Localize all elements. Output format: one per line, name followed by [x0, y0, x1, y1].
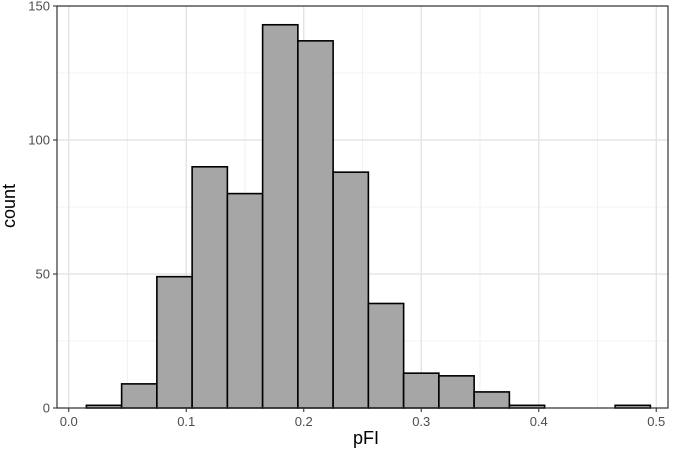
bars: [85, 23, 652, 409]
histogram-bar: [120, 383, 158, 409]
y-tick-label: 0: [43, 401, 50, 416]
x-tick-label: 0.0: [60, 414, 78, 429]
y-axis-title: count: [0, 184, 19, 228]
x-axis-title: pFI: [353, 428, 379, 448]
y-tick-label: 150: [28, 0, 50, 14]
histogram-bar: [402, 372, 440, 409]
histogram-bar: [332, 171, 370, 409]
histogram-bar: [438, 375, 475, 409]
x-tick-label: 0.3: [412, 414, 430, 429]
histogram-bar: [367, 302, 405, 409]
y-axis: 0 50 100 150: [28, 0, 57, 416]
histogram-bar: [473, 391, 511, 409]
x-tick-label: 0.2: [295, 414, 313, 429]
y-tick-label: 50: [36, 267, 50, 282]
histogram-bar: [156, 275, 193, 409]
histogram-bar: [261, 23, 299, 409]
x-tick-label: 0.4: [530, 414, 548, 429]
x-tick-label: 0.5: [647, 414, 665, 429]
histogram-bar: [297, 40, 334, 409]
histogram-bar: [226, 192, 264, 409]
panel-border: [56, 5, 669, 409]
y-tick-label: 100: [28, 133, 50, 148]
histogram-bar: [191, 166, 229, 409]
x-tick-label: 0.1: [177, 414, 195, 429]
x-axis: 0.0 0.1 0.2 0.3 0.4 0.5: [60, 408, 665, 429]
